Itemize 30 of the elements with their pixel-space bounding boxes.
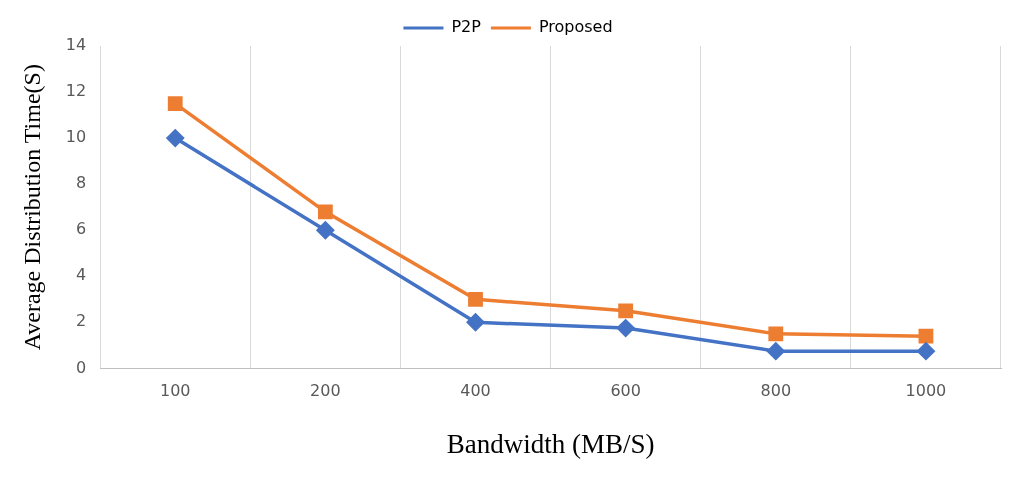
y-axis-title: Average Distribution Time(S) (18, 64, 45, 351)
point (618, 303, 634, 319)
x-axis-title: Bandwidth (MB/S) (446, 428, 655, 459)
x-tick-label: 1000 (905, 381, 947, 401)
point (616, 319, 635, 337)
y-tick-label: 4 (75, 265, 87, 285)
point (768, 326, 784, 342)
point (316, 221, 335, 239)
x-tick-label: 200 (310, 381, 341, 401)
legend-label: Proposed (538, 17, 613, 37)
point (468, 291, 483, 307)
point (317, 204, 333, 220)
y-tick-label: 6 (75, 219, 87, 239)
point (917, 342, 935, 360)
legend-label: P2P (451, 17, 482, 37)
point (167, 96, 183, 111)
y-tick-label: 8 (75, 173, 87, 193)
x-tick-label: 600 (610, 381, 641, 401)
x-tick-label: 100 (159, 381, 191, 401)
point (166, 129, 184, 147)
y-tick-label: 12 (65, 81, 87, 101)
y-tick-label: 10 (65, 127, 87, 147)
point (918, 328, 934, 344)
x-tick-label: 400 (460, 381, 491, 401)
y-tick-label: 14 (65, 35, 87, 55)
point (767, 342, 785, 360)
x-tick-label: 800 (760, 381, 792, 401)
y-tick-label: 2 (75, 311, 87, 331)
y-tick-label: 0 (75, 357, 87, 377)
point (466, 313, 485, 332)
